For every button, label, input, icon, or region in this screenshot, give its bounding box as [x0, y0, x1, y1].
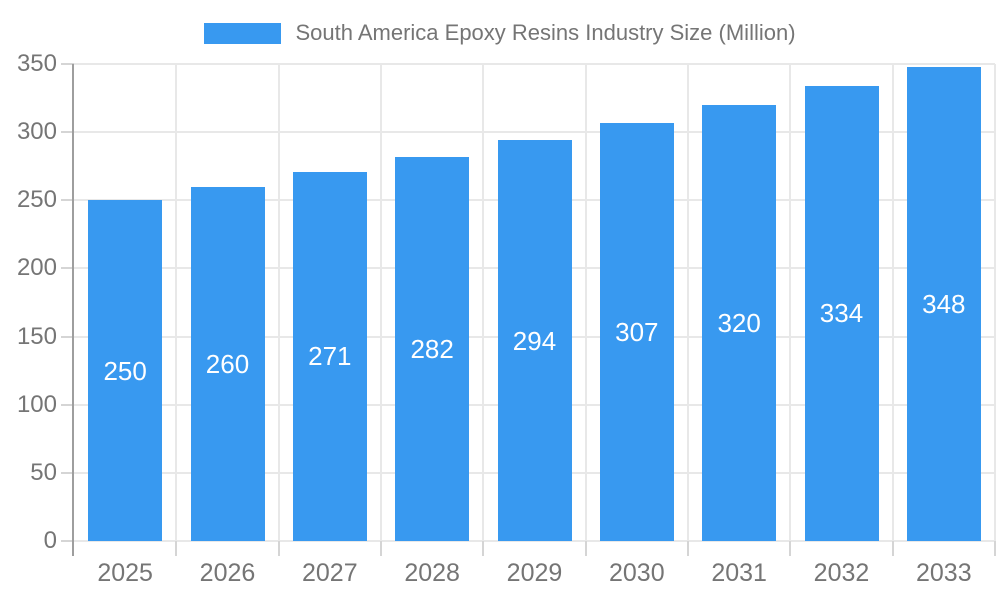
x-tick-label: 2025: [97, 559, 153, 587]
v-gridline: [584, 64, 587, 541]
y-tick-label: 350: [16, 50, 57, 77]
y-tick-label: 0: [43, 527, 57, 554]
x-tick-label: 2032: [813, 559, 870, 587]
y-axis-tick: [61, 63, 74, 65]
y-axis-tick: [61, 471, 74, 474]
y-axis-line: [72, 64, 74, 556]
bar: [599, 122, 674, 541]
x-axis-tick: [482, 541, 485, 556]
y-tick-label: 300: [16, 118, 57, 146]
bar-value-label: 282: [410, 333, 454, 364]
bar: [497, 140, 572, 541]
x-axis-tick: [687, 541, 689, 556]
chart-title: South America Epoxy Resins Industry Size…: [295, 20, 796, 45]
bar-value-label: 271: [308, 341, 352, 372]
y-tick-label: 150: [16, 322, 57, 350]
v-gridline: [277, 64, 280, 541]
y-axis-tick: [61, 403, 74, 406]
x-tick-label: 2028: [404, 559, 460, 587]
bar: [395, 156, 470, 541]
v-gridline: [994, 64, 996, 541]
x-tick-label: 2029: [506, 559, 563, 587]
bar: [88, 200, 163, 541]
y-tick-label: 100: [16, 390, 57, 418]
x-axis-tick: [277, 541, 280, 556]
bar: [292, 171, 367, 541]
bar-value-label: 260: [205, 348, 250, 379]
chart-legend: South America Epoxy Resins Industry Size…: [0, 20, 1000, 46]
x-axis-tick: [175, 541, 178, 556]
v-gridline: [891, 64, 894, 541]
bar-value-label: 250: [103, 355, 147, 386]
bar-value-label: 334: [819, 298, 864, 329]
h-gridline: [74, 540, 995, 542]
v-gridline: [687, 64, 689, 541]
bar-value-label: 348: [922, 288, 966, 319]
legend-swatch: [204, 22, 282, 44]
x-axis-tick: [789, 541, 792, 556]
y-axis-tick: [61, 131, 74, 134]
bar-value-label: 294: [512, 325, 557, 356]
bar: [702, 104, 777, 541]
x-tick-label: 2030: [609, 559, 665, 587]
x-tick-label: 2031: [711, 559, 767, 587]
v-gridline: [789, 64, 792, 541]
v-gridline: [380, 64, 382, 541]
h-gridline: [74, 131, 995, 134]
x-axis-tick: [994, 541, 996, 556]
x-tick-label: 2033: [916, 559, 972, 587]
h-gridline: [74, 63, 995, 65]
y-axis-tick: [61, 540, 74, 542]
y-axis-tick: [61, 199, 74, 202]
y-axis-tick: [61, 335, 74, 338]
x-axis-tick: [380, 541, 382, 556]
y-tick-label: 250: [16, 186, 57, 214]
y-axis-tick: [61, 267, 74, 270]
v-gridline: [175, 64, 178, 541]
x-tick-label: 2026: [199, 559, 256, 587]
bar: [190, 186, 265, 541]
v-gridline: [482, 64, 485, 541]
bar: [804, 85, 879, 541]
x-tick-label: 2027: [302, 559, 358, 587]
x-axis-tick: [891, 541, 894, 556]
bar: [906, 66, 981, 541]
bar-value-label: 307: [615, 316, 659, 347]
x-axis-tick: [584, 541, 587, 556]
y-tick-label: 200: [16, 254, 57, 282]
bar-value-label: 320: [717, 307, 761, 338]
y-tick-label: 50: [30, 458, 57, 486]
